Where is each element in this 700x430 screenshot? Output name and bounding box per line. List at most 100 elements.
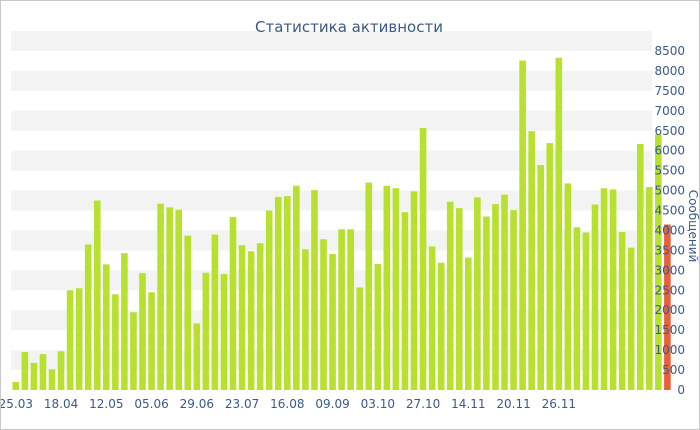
bar bbox=[501, 194, 508, 390]
bar bbox=[130, 312, 137, 390]
bar bbox=[646, 187, 653, 390]
x-tick-label: 12.05 bbox=[89, 397, 123, 411]
x-tick-label: 05.06 bbox=[134, 397, 168, 411]
bar bbox=[48, 369, 56, 390]
bar bbox=[419, 127, 427, 390]
x-tick-label: 26.11 bbox=[542, 397, 576, 411]
y-tick-label: 7000 bbox=[654, 104, 685, 118]
y-tick-label: 4000 bbox=[654, 223, 685, 237]
bar bbox=[528, 131, 535, 390]
bar bbox=[600, 188, 608, 390]
bar bbox=[229, 216, 237, 390]
x-tick-label: 25.03 bbox=[1, 397, 33, 411]
bar bbox=[320, 239, 327, 390]
bar bbox=[510, 210, 517, 390]
y-tick-label: 1000 bbox=[654, 343, 685, 357]
bar bbox=[66, 290, 74, 390]
bar bbox=[338, 229, 345, 390]
bar bbox=[39, 354, 47, 390]
bar bbox=[274, 196, 282, 390]
grid-band bbox=[11, 31, 652, 51]
bar bbox=[30, 362, 38, 390]
y-tick-label: 6000 bbox=[654, 144, 685, 158]
grid-band bbox=[11, 70, 652, 91]
bar bbox=[311, 190, 318, 390]
bar bbox=[609, 189, 617, 390]
bar bbox=[483, 216, 490, 390]
bar bbox=[401, 212, 409, 390]
x-tick-label: 16.08 bbox=[270, 397, 304, 411]
bar bbox=[148, 292, 155, 390]
bar bbox=[555, 57, 563, 390]
x-tick-label: 23.07 bbox=[225, 397, 259, 411]
x-tick-label: 14.11 bbox=[451, 397, 485, 411]
bar bbox=[474, 197, 481, 390]
x-tick-label: 18.04 bbox=[44, 397, 78, 411]
bar bbox=[428, 246, 436, 390]
bar bbox=[365, 182, 373, 390]
bar bbox=[519, 60, 526, 390]
y-tick-label: 8000 bbox=[654, 64, 685, 78]
bar bbox=[302, 249, 309, 390]
bar bbox=[383, 185, 391, 390]
y-tick-label: 5000 bbox=[654, 184, 685, 198]
bar bbox=[410, 191, 418, 390]
bar bbox=[546, 143, 554, 390]
bar bbox=[184, 235, 192, 390]
x-axis-ticks: 25.03 18.04 12.05 05.06 29.06 23.07 16.08 09.09… bbox=[1, 397, 576, 411]
y-axis-ticks: 0 500 1000 1500 2000 2500 3000 3500 4000 4500 5000… bbox=[654, 44, 685, 397]
bar bbox=[21, 352, 29, 390]
bar bbox=[446, 201, 454, 390]
bar bbox=[75, 288, 83, 390]
bar bbox=[238, 245, 246, 390]
y-tick-label: 6500 bbox=[654, 124, 685, 138]
bar bbox=[329, 254, 336, 390]
bar bbox=[157, 203, 164, 390]
bar bbox=[166, 207, 173, 390]
x-tick-label: 09.09 bbox=[315, 397, 349, 411]
y-tick-label: 4500 bbox=[654, 204, 685, 218]
bar-current bbox=[664, 224, 671, 390]
bar bbox=[347, 229, 354, 390]
y-tick-label: 8500 bbox=[654, 44, 685, 58]
grid-band bbox=[11, 190, 652, 211]
bar bbox=[193, 323, 201, 390]
bar bbox=[256, 243, 264, 390]
x-tick-label: 20.11 bbox=[496, 397, 530, 411]
bar bbox=[392, 188, 400, 390]
bar bbox=[582, 232, 590, 390]
bar bbox=[374, 263, 382, 390]
grid-band bbox=[11, 110, 652, 131]
bar bbox=[202, 272, 210, 390]
bar bbox=[591, 204, 599, 390]
bar bbox=[93, 200, 101, 390]
grid-band bbox=[11, 150, 652, 171]
y-tick-label: 2500 bbox=[654, 283, 685, 297]
bar bbox=[139, 273, 146, 390]
bar bbox=[12, 382, 20, 390]
y-tick-label: 7500 bbox=[654, 84, 685, 98]
bar bbox=[112, 294, 119, 390]
bar bbox=[492, 204, 499, 390]
y-tick-label: 5500 bbox=[654, 164, 685, 178]
bar bbox=[284, 196, 291, 390]
y-axis-title: Сообщений bbox=[686, 190, 699, 263]
x-tick-label: 03.10 bbox=[361, 397, 395, 411]
bars-group bbox=[12, 57, 671, 390]
bar bbox=[293, 185, 300, 390]
bar bbox=[618, 232, 626, 390]
bar bbox=[57, 351, 65, 390]
bar bbox=[211, 234, 219, 390]
bar bbox=[220, 273, 228, 390]
chart-title: Статистика активности bbox=[255, 18, 443, 36]
x-tick-label: 29.06 bbox=[180, 397, 214, 411]
y-tick-label: 2000 bbox=[654, 303, 685, 317]
bar bbox=[103, 264, 110, 390]
y-tick-label: 0 bbox=[677, 383, 685, 397]
y-tick-label: 3500 bbox=[654, 243, 685, 257]
bar bbox=[356, 287, 363, 390]
y-tick-label: 500 bbox=[662, 363, 685, 377]
bar bbox=[265, 210, 273, 390]
